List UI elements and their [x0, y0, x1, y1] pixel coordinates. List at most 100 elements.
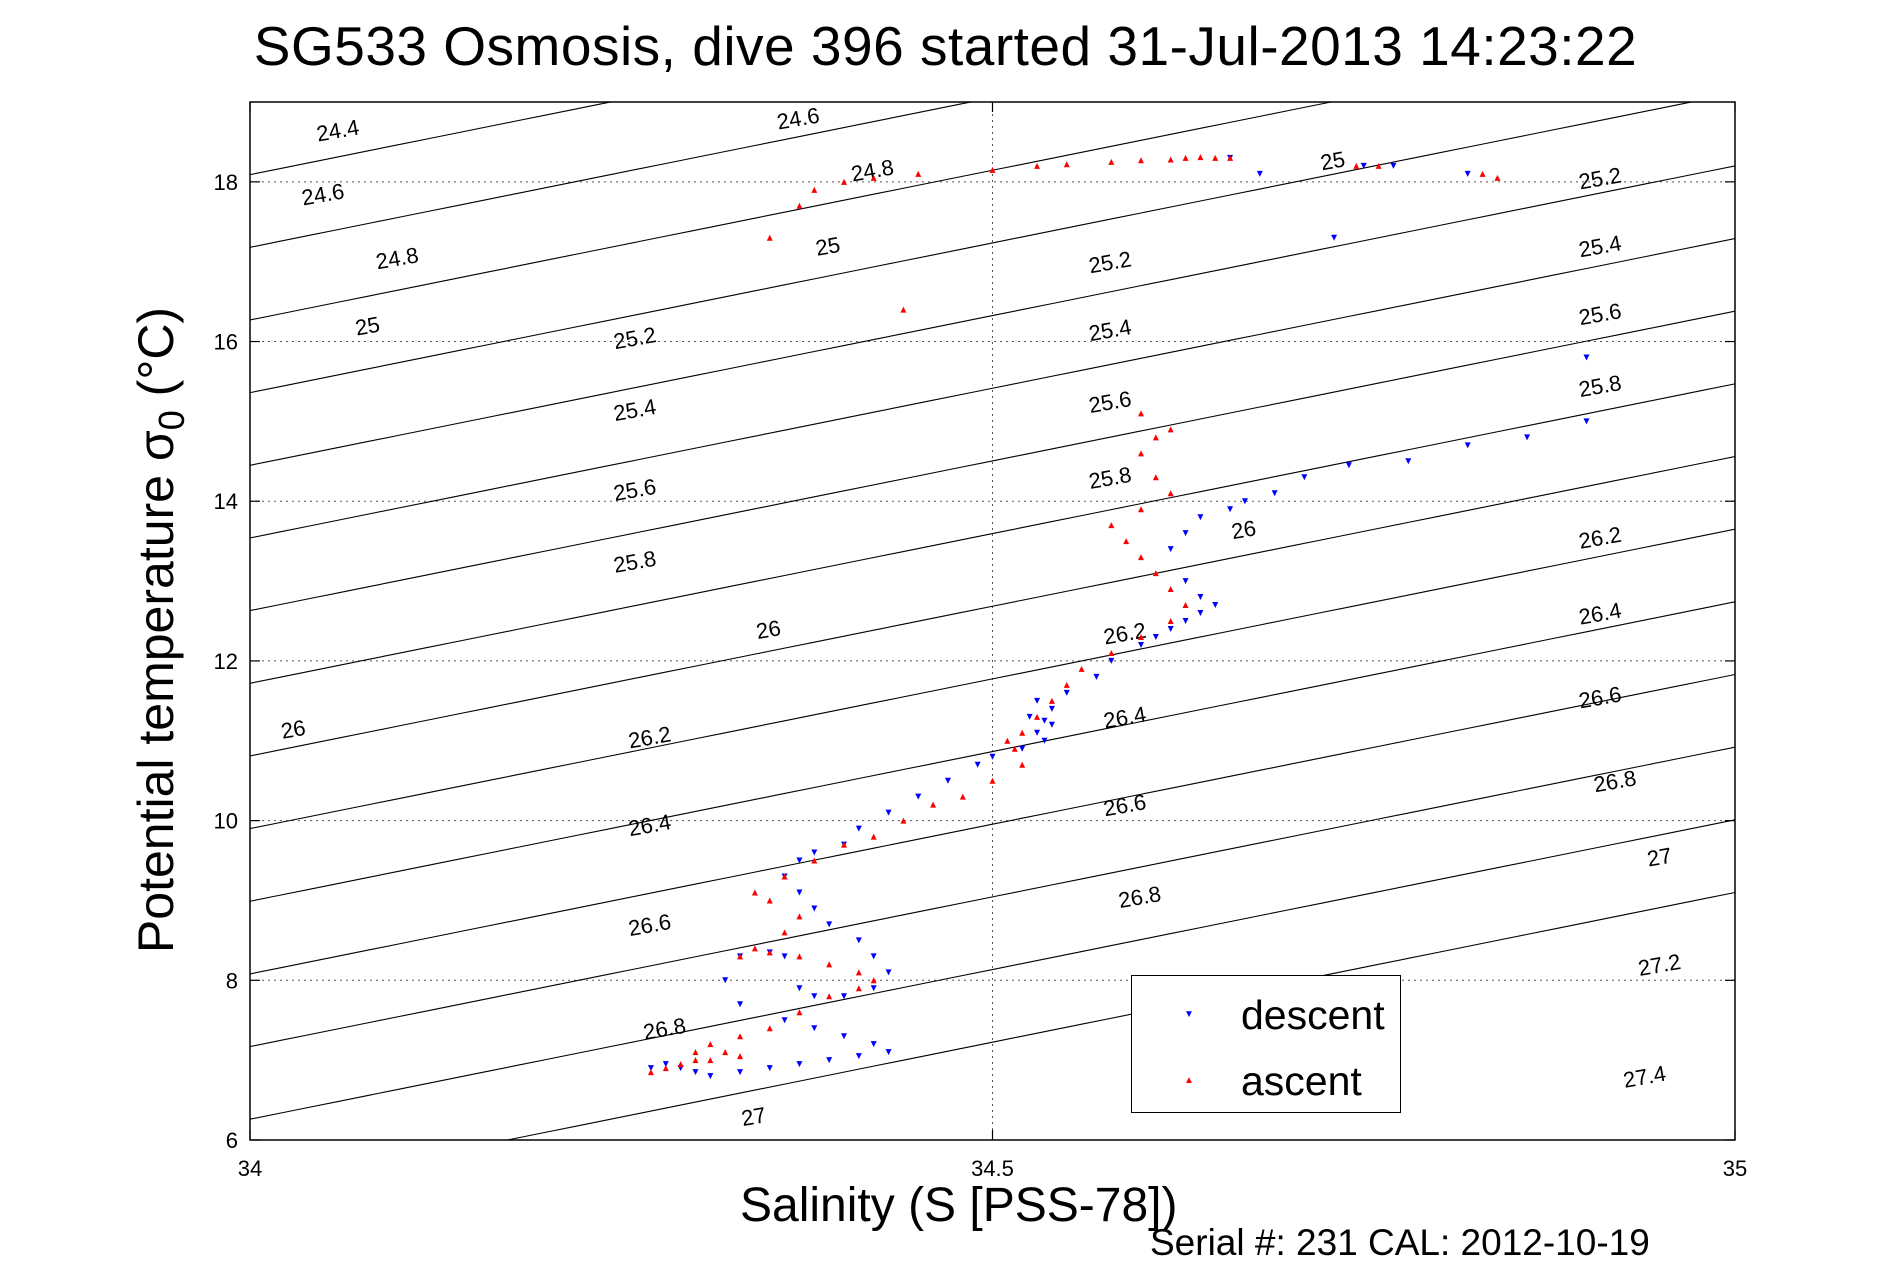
- contour-label-text: 25.4: [612, 394, 659, 426]
- ascent-point: [1152, 474, 1159, 481]
- ascent-point: [826, 993, 833, 1000]
- descent-point: [885, 1049, 892, 1056]
- ascent-point: [692, 1049, 699, 1056]
- contour-label: 26.2: [1577, 522, 1624, 554]
- ascent-point: [1227, 154, 1234, 161]
- descent-point: [781, 953, 788, 960]
- descent-point: [1048, 721, 1055, 728]
- descent-point: [796, 1061, 803, 1068]
- ascent-point: [1167, 618, 1174, 624]
- descent-point: [737, 1001, 744, 1008]
- contour-label: 25.6: [1087, 386, 1134, 418]
- descent-point: [870, 953, 877, 960]
- contour-label: 25.8: [1087, 462, 1134, 494]
- contour-label-text: 24.8: [374, 242, 421, 274]
- descent-point: [766, 1065, 773, 1072]
- descent-point: [1182, 578, 1189, 585]
- descent-point: [1464, 442, 1471, 449]
- contour-label-text: 26.6: [1577, 681, 1624, 713]
- descent-point: [1034, 729, 1041, 736]
- descent-point: [870, 1041, 877, 1048]
- contour-label: 26.8: [1116, 881, 1163, 913]
- ascent-point: [707, 1041, 714, 1048]
- descent-point: [1301, 474, 1308, 481]
- points-layer: [647, 154, 1590, 1080]
- contour-label: 27.2: [1636, 949, 1683, 981]
- y-tick-label: 14: [214, 489, 238, 514]
- contour-label-text: 26.4: [1102, 701, 1149, 733]
- descent-point: [841, 993, 847, 1000]
- contour-label-text: 25: [1319, 146, 1347, 175]
- descent-point: [1048, 705, 1055, 712]
- descent-point: [1063, 689, 1070, 696]
- ascent-point: [1479, 170, 1486, 177]
- contour-label: 26: [1229, 515, 1257, 544]
- ascent-point: [766, 949, 773, 956]
- contour-label-text: 25.8: [1087, 462, 1134, 494]
- serial-cal-footer: Serial #: 231 CAL: 2012-10-19: [1150, 1222, 1650, 1263]
- isopycnal-contour: [250, 102, 253, 103]
- ascent-point: [781, 873, 788, 880]
- contour-label: 26.6: [626, 909, 673, 941]
- tick-layer: 34 34.5 35 6 8 10 12 14 16 18: [214, 102, 1747, 1181]
- descent-marker-icon: ▼: [1184, 1009, 1194, 1020]
- ascent-point: [1167, 426, 1174, 433]
- contour-label: 25.2: [1087, 246, 1134, 278]
- ascent-point: [841, 841, 847, 848]
- descent-point: [1019, 745, 1026, 752]
- ascent-point: [737, 1033, 744, 1040]
- ascent-point: [1138, 157, 1144, 164]
- ascent-point: [766, 234, 773, 241]
- contour-label-text: 26.2: [626, 721, 673, 753]
- descent-point: [1167, 625, 1174, 632]
- ascent-point: [1167, 156, 1174, 163]
- descent-point: [811, 849, 818, 856]
- descent-point: [662, 1061, 669, 1068]
- ascent-point: [1063, 681, 1070, 688]
- descent-point: [781, 1017, 788, 1024]
- ascent-point: [1034, 162, 1041, 169]
- ascent-point: [692, 1057, 699, 1064]
- contour-label-text: 26.8: [641, 1013, 688, 1045]
- y-axis-label-main: Potential temperature σ: [128, 430, 184, 954]
- ascent-point: [751, 945, 758, 952]
- contour-label-text: 24.4: [315, 115, 362, 147]
- ascent-point: [1108, 158, 1115, 165]
- descent-point: [1390, 162, 1397, 169]
- contour-label-text: 26.8: [1592, 765, 1639, 797]
- isopycnal-contour: [250, 383, 1735, 684]
- legend: ▼ descent ▲ ascent: [1131, 975, 1401, 1113]
- contour-label: 25.4: [1577, 230, 1624, 262]
- legend-label-ascent: ascent: [1241, 1058, 1362, 1104]
- contour-label-text: 25.8: [612, 546, 659, 578]
- contour-label: 24.4: [315, 115, 362, 147]
- ascent-point: [900, 306, 907, 313]
- ascent-point: [870, 174, 877, 181]
- descent-point: [1256, 170, 1263, 177]
- descent-point: [737, 1069, 744, 1076]
- descent-point: [811, 1025, 818, 1032]
- ascent-point: [1182, 602, 1189, 609]
- y-tick-label: 8: [226, 968, 238, 993]
- ascent-point: [855, 985, 862, 992]
- y-tick-label: 10: [214, 809, 238, 834]
- ascent-point: [989, 166, 996, 173]
- contour-label-text: 27.2: [1636, 949, 1683, 981]
- descent-point: [1152, 633, 1159, 640]
- contour-label-text: 26.6: [626, 909, 673, 941]
- descent-point: [722, 977, 729, 984]
- isopycnal-contour: [250, 102, 614, 176]
- ascent-point: [1167, 490, 1174, 497]
- descent-point: [1345, 462, 1352, 469]
- contour-label: 25: [353, 312, 381, 341]
- ascent-point: [855, 969, 862, 976]
- ascent-point: [796, 953, 803, 960]
- legend-item-descent: ▼ descent: [1132, 990, 1400, 1040]
- contour-label-text: 25.8: [1577, 370, 1624, 402]
- ascent-point: [1108, 649, 1115, 656]
- ascent-point: [870, 833, 877, 840]
- descent-point: [1227, 506, 1234, 513]
- ascent-point: [796, 202, 803, 209]
- contour-label: 26.8: [1592, 765, 1639, 797]
- contour-label-text: 26: [754, 615, 782, 644]
